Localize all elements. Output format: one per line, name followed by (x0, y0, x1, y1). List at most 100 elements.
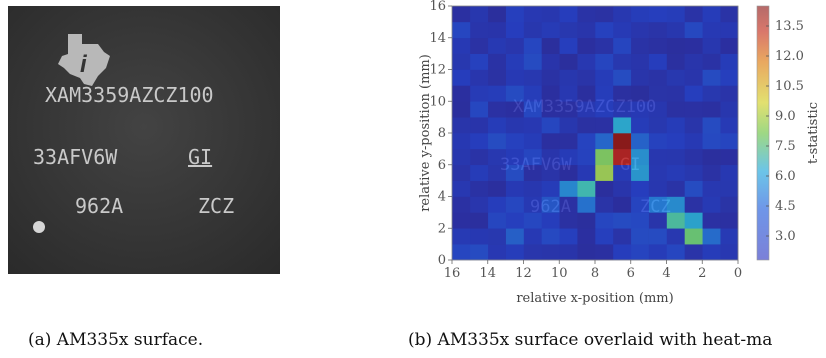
heatmap-cell (452, 212, 471, 229)
heatmap-cell (487, 21, 506, 39)
heatmap-cell (595, 6, 614, 23)
heatmap-cell (469, 101, 489, 118)
heatmap-cell (505, 37, 524, 54)
heatmap-cell (469, 85, 489, 102)
heatmap-cell (684, 6, 703, 23)
chip-text-line1: XAM3359AZCZ100 (45, 83, 214, 107)
x-tick-label: 14 (479, 266, 496, 281)
heatmap-cell (595, 37, 614, 54)
pin1-marker (33, 221, 45, 233)
heatmap-cell (523, 21, 542, 39)
heatmap-cell (577, 53, 596, 70)
heatmap-cell (612, 101, 632, 118)
heatmap-cell (577, 164, 596, 181)
heatmap-cell (684, 148, 703, 166)
heatmap-cell (505, 228, 524, 245)
svg-text:i: i (80, 51, 88, 78)
y-tick-label: 4 (438, 190, 446, 205)
heatmap-cell (469, 164, 489, 181)
heatmap-cell (666, 244, 685, 261)
heatmap-cell (720, 212, 739, 229)
heatmap-cell (630, 196, 649, 213)
heatmap-cell (684, 196, 703, 213)
heatmap-cell (684, 117, 703, 134)
heatmap-cell (452, 244, 471, 261)
heatmap-cell (630, 228, 649, 245)
heatmap-cell (720, 148, 739, 166)
heatmap-cell (469, 196, 489, 213)
heatmap-cell (577, 244, 596, 261)
y-tick-label: 10 (429, 94, 446, 109)
heatmap-cell (452, 37, 471, 54)
x-tick-label: 0 (734, 266, 742, 281)
heatmap-cell (612, 228, 632, 245)
heatmap-cell (559, 180, 578, 197)
heatmap-cell (630, 180, 649, 197)
heatmap-cell (702, 212, 721, 229)
heatmap-cell (505, 244, 524, 261)
heatmap-cell (612, 6, 632, 23)
heatmap-cell (702, 37, 721, 54)
heatmap-cell (523, 133, 542, 150)
heatmap-cell (702, 228, 721, 245)
x-axis-label: relative x-position (mm) (516, 291, 673, 306)
heatmap-cell (720, 69, 739, 86)
heatmap-cell (469, 69, 489, 86)
heatmap-cell (487, 228, 506, 245)
heatmap-cell (595, 133, 614, 150)
heatmap-cell (666, 6, 685, 23)
heatmap-figure: XAM3359AZCZ100 33AFV6W GI 962A ZCZ 16141… (418, 0, 821, 306)
heatmap-cell (541, 101, 560, 118)
colorbar-ticks: 3.0 4.5 6.0 7.5 9.0 10.5 12.0 13.5 (766, 19, 804, 244)
heatmap-cell (577, 180, 596, 197)
chip-photo: i XAM3359AZCZ100 33AFV6W GI 962A ZCZ (8, 6, 280, 274)
heatmap-cell (648, 85, 667, 102)
heatmap-cell (559, 228, 578, 245)
colorbar-tick-label: 13.5 (775, 19, 804, 34)
heatmap-cell (541, 148, 560, 166)
heatmap-cell (720, 133, 739, 150)
colorbar-label: t-statistic (806, 102, 821, 164)
heatmap-cell (720, 101, 739, 118)
heatmap-cell (505, 69, 524, 86)
heatmap-cell (469, 133, 489, 150)
heatmap-cell (541, 6, 560, 23)
heatmap-cell (684, 21, 703, 39)
colorbar-tick-label: 4.5 (775, 199, 796, 214)
heatmap-cell (505, 148, 524, 166)
heatmap-cell (469, 228, 489, 245)
heatmap-cell (684, 53, 703, 70)
heatmap-cell (541, 21, 560, 39)
heatmap-cell (684, 69, 703, 86)
heatmap-cell (487, 6, 506, 23)
heatmap-cell (595, 244, 614, 261)
heatmap-cell (684, 212, 703, 229)
x-tick-label: 4 (662, 266, 670, 281)
heatmap-cell (612, 244, 632, 261)
heatmap-cell (684, 244, 703, 261)
x-tick-label: 8 (591, 266, 599, 281)
heatmap-cell (469, 244, 489, 261)
heatmap-cell (720, 37, 739, 54)
heatmap-cell (595, 228, 614, 245)
heatmap-cell (487, 69, 506, 86)
heatmap-cell (523, 212, 542, 229)
heatmap-cell (684, 164, 703, 181)
x-tick-label: 6 (627, 266, 635, 281)
y-tick-label: 8 (438, 126, 446, 141)
ti-logo-icon: i (58, 34, 110, 86)
heatmap-cell (595, 69, 614, 86)
heatmap-cell (612, 69, 632, 86)
colorbar-tick-label: 12.0 (775, 49, 804, 64)
heatmap-cell (559, 244, 578, 261)
heatmap-cell (720, 196, 739, 213)
heatmap-cell (452, 164, 471, 181)
heatmap-cell (595, 85, 614, 102)
heatmap-cell (541, 244, 560, 261)
heatmap-cell (505, 212, 524, 229)
heatmap-cell (720, 85, 739, 102)
colorbar-tick-label: 9.0 (775, 109, 796, 124)
heatmap-cell (452, 133, 471, 150)
heatmap-cell (469, 6, 489, 23)
heatmap-cell (577, 69, 596, 86)
